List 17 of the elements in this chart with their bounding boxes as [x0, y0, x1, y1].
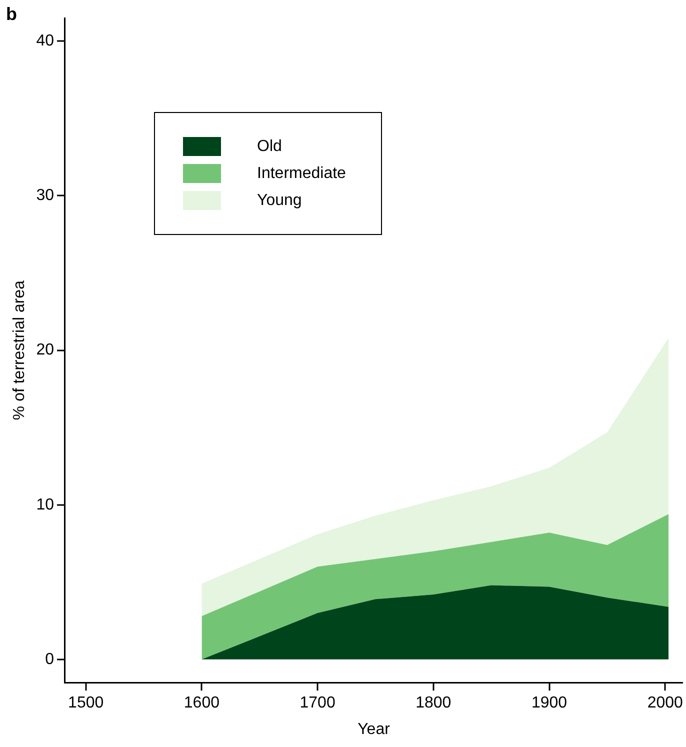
y-tick-label: 40: [36, 32, 54, 50]
x-tick-label: 1500: [68, 694, 104, 712]
x-tick-label: 1800: [416, 694, 452, 712]
x-axis-title: Year: [358, 720, 391, 738]
legend-label: Old: [257, 138, 282, 156]
legend-label: Intermediate: [257, 164, 346, 182]
y-tick-label: 20: [36, 342, 54, 359]
x-tick-label: 1600: [184, 694, 220, 712]
y-tick-label: 10: [36, 496, 54, 514]
legend-label: Young: [257, 192, 302, 210]
x-tick-label: 2000: [647, 694, 684, 712]
y-axis-title: % of terrestrial area: [11, 280, 28, 420]
y-tick-label: 30: [36, 187, 54, 204]
text: b: [6, 4, 17, 24]
y-tick-label: 0: [45, 650, 54, 668]
x-tick-label: 1700: [300, 694, 336, 712]
x-tick-label: 1900: [531, 694, 568, 712]
